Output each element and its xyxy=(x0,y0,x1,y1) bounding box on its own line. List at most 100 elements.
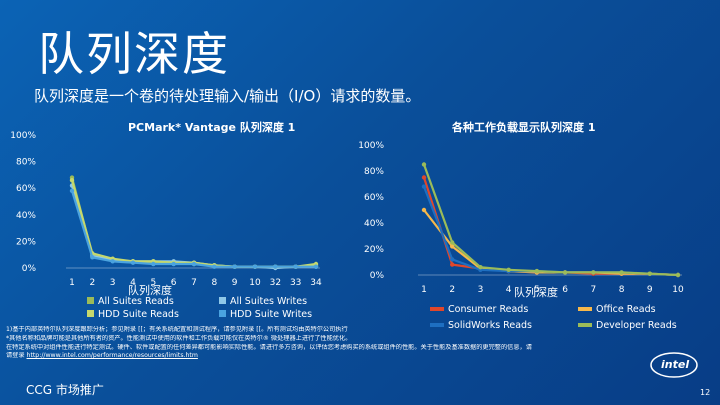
chart-1-y-tick: 60% xyxy=(16,184,36,194)
chart-1-y-tick: 80% xyxy=(16,158,36,168)
chart-2-series-4-point xyxy=(619,270,624,275)
chart-1-series-4-point xyxy=(232,264,237,269)
footnote-line-3: 在特定系统中对组件性能进行特定测试。硬件、软件或配置的任何差异都可能影响实际性能… xyxy=(6,343,532,351)
chart-2-legend-label: Office Reads xyxy=(596,304,656,315)
chart-2-series-4-point xyxy=(421,162,427,167)
page-number: 12 xyxy=(700,388,711,397)
chart-2-legend-swatch xyxy=(430,323,444,327)
footer-text: CCG 市场推广 xyxy=(26,383,104,397)
chart-1-series-4-point xyxy=(252,264,258,269)
chart-2-series-3-point xyxy=(450,257,455,262)
chart-2-x-tick: 7 xyxy=(590,285,596,295)
chart-1-x-tick: 7 xyxy=(191,278,197,288)
chart-2-x-tick: 1 xyxy=(421,285,427,295)
chart-1-series-4-point xyxy=(130,260,136,265)
chart-2-series-2-point xyxy=(421,207,427,213)
chart-1-x-tick: 8 xyxy=(211,278,217,288)
footnote-line-2: *其他名称和品牌可能是其他所有者的资产。性能测试中使用的软件和工作负载可能仅在英… xyxy=(6,334,352,342)
chart-2-x-tick: 3 xyxy=(478,285,484,295)
footnote-line-1: 1)基于内部英特尔队列深度跟踪分析；参见附录 [[；有关系统配置和测试程序，请参… xyxy=(6,326,348,333)
chart-2-y-tick: 0% xyxy=(370,271,385,281)
chart-2-x-tick: 6 xyxy=(562,285,568,295)
chart-1-x-axis-label: 队列深度 xyxy=(128,283,172,297)
chart-1-x-tick: 1 xyxy=(69,278,75,288)
chart-1-y-tick: 40% xyxy=(16,211,36,221)
chart-2-y-tick: 60% xyxy=(364,193,384,203)
chart-1-legend-label: HDD Suite Reads xyxy=(98,309,179,320)
chart-2-legend-label: Consumer Reads xyxy=(448,304,528,315)
footnote-link-prefix: 请登录 xyxy=(6,352,25,360)
intel-logo: intel xyxy=(648,350,700,380)
chart-2-series-4-point xyxy=(450,240,455,245)
chart-1-legend-label: HDD Suite Writes xyxy=(230,309,312,320)
slide-subtitle: 队列深度是一个卷的待处理输入/输出（I/O）请求的数量。 xyxy=(34,87,421,105)
chart-2-series-4-point xyxy=(591,270,596,275)
chart-2-legend-label: SolidWorks Reads xyxy=(448,320,532,331)
chart-1-series-4-point xyxy=(90,255,95,260)
chart-2-x-tick: 8 xyxy=(619,285,625,295)
chart-2-x-tick: 4 xyxy=(506,285,512,295)
chart-1-series-4-point xyxy=(273,264,278,269)
chart-2-title: 各种工作负载显示队列深度 1 xyxy=(452,121,596,134)
chart-1-legend-swatch xyxy=(219,310,226,317)
chart-2-series-3-point xyxy=(421,184,427,189)
chart-2-series-1-point xyxy=(421,175,427,180)
chart-1-x-tick: 2 xyxy=(89,278,95,288)
chart-2-series-4-point xyxy=(562,270,568,275)
footnotes: 1)基于内部英特尔队列深度跟踪分析；参见附录 [[；有关系统配置和测试程序，请参… xyxy=(6,326,706,361)
chart-1-series-2-line xyxy=(70,185,316,270)
chart-1-y-tick: 100% xyxy=(10,131,36,141)
chart-1-series-4-point xyxy=(191,261,197,267)
chart-2-series-2-point xyxy=(450,244,455,249)
chart-1-x-tick: 32 xyxy=(270,278,281,288)
chart-2-y-tick: 100% xyxy=(358,141,384,151)
chart-1-y-tick: 0% xyxy=(22,264,37,274)
chart-2-series-4-line xyxy=(422,164,679,277)
chart-2-legend-swatch xyxy=(578,307,592,311)
chart-2-series-4-point xyxy=(478,265,483,270)
chart-1-legend-swatch xyxy=(219,297,226,304)
chart-1-legend-label: All Suites Writes xyxy=(230,296,307,307)
chart-1-x-tick: 9 xyxy=(232,278,238,288)
chart-1-title: PCMark* Vantage 队列深度 1 xyxy=(128,121,296,134)
chart-1-series-4-point xyxy=(151,261,156,267)
chart-1-x-tick: 3 xyxy=(110,278,116,288)
chart-2-y-tick: 40% xyxy=(364,219,384,229)
chart-1-x-tick: 5 xyxy=(150,278,156,288)
chart-1-series-4-point xyxy=(110,259,115,264)
chart-1-series-4-point xyxy=(293,264,298,269)
footnote-line-4: 请登录 http://www.intel.com/performance/res… xyxy=(6,352,706,361)
chart-1-series-4-point xyxy=(212,264,217,269)
chart-2-series-1-line xyxy=(422,177,679,277)
performance-link[interactable]: http://www.intel.com/performance/resourc… xyxy=(26,352,198,360)
chart-1-series-4-point xyxy=(171,261,176,267)
chart-1-series-3-line xyxy=(70,179,317,268)
chart-2-y-tick: 20% xyxy=(364,245,384,255)
chart-2-series-3-line xyxy=(422,186,679,277)
chart-2-x-tick: 9 xyxy=(647,285,653,295)
slide-title: 队列深度 xyxy=(38,27,230,81)
chart-1-series-4-line xyxy=(70,190,316,268)
chart-1-x-tick: 6 xyxy=(171,278,177,288)
chart-1-x-tick: 10 xyxy=(249,278,261,288)
chart-1-legend-swatch xyxy=(87,310,94,317)
chart-2-legend-swatch xyxy=(578,323,592,327)
chart-2-legend-swatch xyxy=(430,307,444,311)
chart-1-series-4-point xyxy=(69,188,75,194)
chart-2-x-axis-label: 队列深度 xyxy=(514,285,558,299)
chart-2-y-tick: 80% xyxy=(364,167,384,177)
chart-2-x-tick: 5 xyxy=(534,285,540,295)
chart-1-legend-swatch xyxy=(87,297,94,304)
chart-1-x-tick: 4 xyxy=(130,278,136,288)
chart-1-series-4-point xyxy=(313,264,319,269)
chart-2-series-1-point xyxy=(450,262,455,267)
chart-1-y-tick: 20% xyxy=(16,237,36,247)
chart-2-legend-label: Developer Reads xyxy=(596,320,677,331)
chart-1-series-3-point xyxy=(69,178,75,183)
chart-1-x-tick: 34 xyxy=(310,278,322,288)
chart-1-series-1-line xyxy=(70,177,317,268)
chart-2-series-4-point xyxy=(506,267,511,272)
chart-2-series-4-point xyxy=(647,271,652,276)
logo-text: intel xyxy=(661,358,690,371)
